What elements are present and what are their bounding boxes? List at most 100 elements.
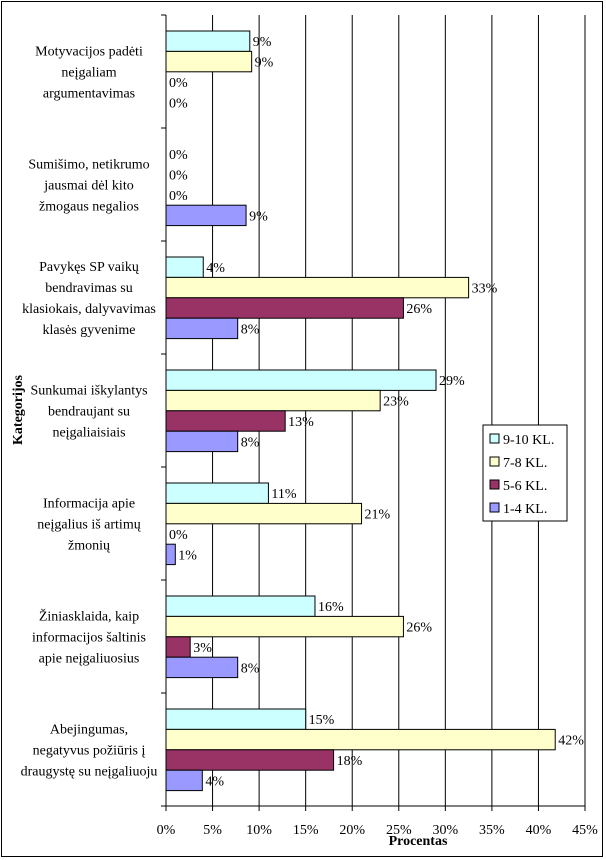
data-label: 3% [193,641,212,656]
category-label-line: klasės gyvenime [43,323,136,338]
legend-entry: 1-4 KL. [503,502,547,517]
data-label: 0% [169,189,188,204]
category-labels: Motyvacijos padėti neįgaliam argumentavima… [21,45,158,780]
category-label-line: Sumišimo, netikrumo [28,158,149,173]
data-label: 1% [178,548,197,563]
bar [165,50,253,73]
legend-swatch [489,479,500,490]
data-label: 9% [249,209,268,224]
category-label-line: Abejingumas, [50,723,128,738]
category-label: Sunkumai iškylantys bendraujant su neįgali… [30,384,147,441]
category-label: Pavykęs SP vaikų bendravimas su klasiokais… [22,260,156,338]
data-label: 26% [406,302,432,317]
data-label: 8% [241,435,260,450]
data-label: 42% [558,734,584,749]
data-label: 8% [241,322,260,337]
category-label-line: apie neįgaliuosius [39,652,140,667]
bar [165,615,404,638]
data-label: 0% [169,76,188,91]
data-label: 4% [205,774,224,789]
x-tick-label: 45% [572,823,598,838]
x-tick-labels: 0% 5% 10% 15% 20% 25% 30% 35% 40% 45% [157,823,599,838]
legend: 9-10 KL. 7-8 KL. 5-6 KL. 1-4 KL. [482,424,568,522]
y-axis-title: Kategorijos [11,374,26,445]
bar [165,276,470,299]
data-label: 33% [472,282,498,297]
x-tick-label: 10% [246,823,272,838]
bar [165,543,176,566]
bar [165,430,239,453]
category-label: Sumišimo, netikrumo jausmai dėl kito žmoga… [28,158,149,215]
x-axis-title: Procentas [389,834,448,849]
category-label-line: argumentavimas [43,87,135,102]
bar [165,256,204,278]
bar [165,636,191,658]
category-label-line: draugystę su neįgaliuoju [21,765,158,780]
category-label-line: Sunkumai iškylantys [30,384,147,399]
category-label: Abejingumas, negatyvus požiūris į draugyst… [21,723,158,780]
category-label-line: neįgaliam [61,66,116,81]
category-label-line: bendravimas su [45,281,132,296]
category-label-line: neįgalius iš artimų [37,518,140,533]
bar [165,708,307,730]
legend-entry: 9-10 KL. [503,433,554,448]
category-label-line: neįgaliaisiais [52,426,125,441]
category-label: Informacija apie neįgalius iš artimų žmoni… [37,497,140,554]
data-label: 21% [365,508,391,523]
legend-swatch [489,502,500,513]
bar [165,749,335,771]
data-label: 11% [271,487,296,502]
bar [165,30,251,52]
bar [165,769,203,792]
category-label-line: Motyvacijos padėti [35,45,143,60]
category-label: Motyvacijos padėti neįgaliam argumentavima… [35,45,143,102]
legend-swatch [489,433,500,444]
bar [165,369,437,391]
data-label: 0% [169,96,188,111]
data-label: 18% [337,754,363,769]
data-label: 26% [406,621,432,636]
data-label: 8% [241,661,260,676]
data-label: 0% [169,528,188,543]
axes [161,14,586,811]
data-label: 15% [309,713,335,728]
x-tick-label: 25% [386,823,412,838]
category-label-line: klasiokais, dalyvavimas [22,302,156,317]
x-tick-label: 15% [293,823,319,838]
bar [165,297,404,319]
x-tick-label: 40% [526,823,552,838]
bar [165,656,239,679]
data-label: 29% [439,374,465,389]
legend-entry: 5-6 KL. [503,479,547,494]
category-label-line: žmonių [68,539,110,554]
bar [165,317,239,340]
bar [165,410,286,432]
category-label-line: žmogaus negalios [39,200,139,215]
category-label-line: bendraujant su [48,405,130,420]
category-label-line: Pavykęs SP vaikų [39,260,139,275]
bar [165,482,269,504]
data-label: 0% [169,148,188,163]
category-label-line: informacijos šaltinis [32,631,146,646]
data-label: 0% [169,169,188,184]
data-label: 4% [206,261,225,276]
category-label-line: Žiniasklaida, kaip [39,608,139,625]
x-tick-label: 30% [432,823,458,838]
data-label: 23% [383,395,409,410]
x-tick-label: 20% [339,823,365,838]
x-tick-label: 35% [479,823,505,838]
bar [165,389,381,412]
bar [165,502,363,525]
data-labels: 9% 9% 0% 0% 0% 0% 0% 9% 4% 33% 26% 8% 29% 23% 13% 8% 11%… [169,35,584,789]
legend-swatch [489,456,500,467]
x-tick-label: 5% [203,823,222,838]
data-label: 9% [255,56,274,71]
data-label: 13% [288,415,314,430]
category-label-line: Informacija apie [43,497,135,512]
bar [165,595,316,617]
data-label: 16% [318,600,344,615]
legend-entry: 7-8 KL. [503,456,547,471]
bars [165,30,556,792]
